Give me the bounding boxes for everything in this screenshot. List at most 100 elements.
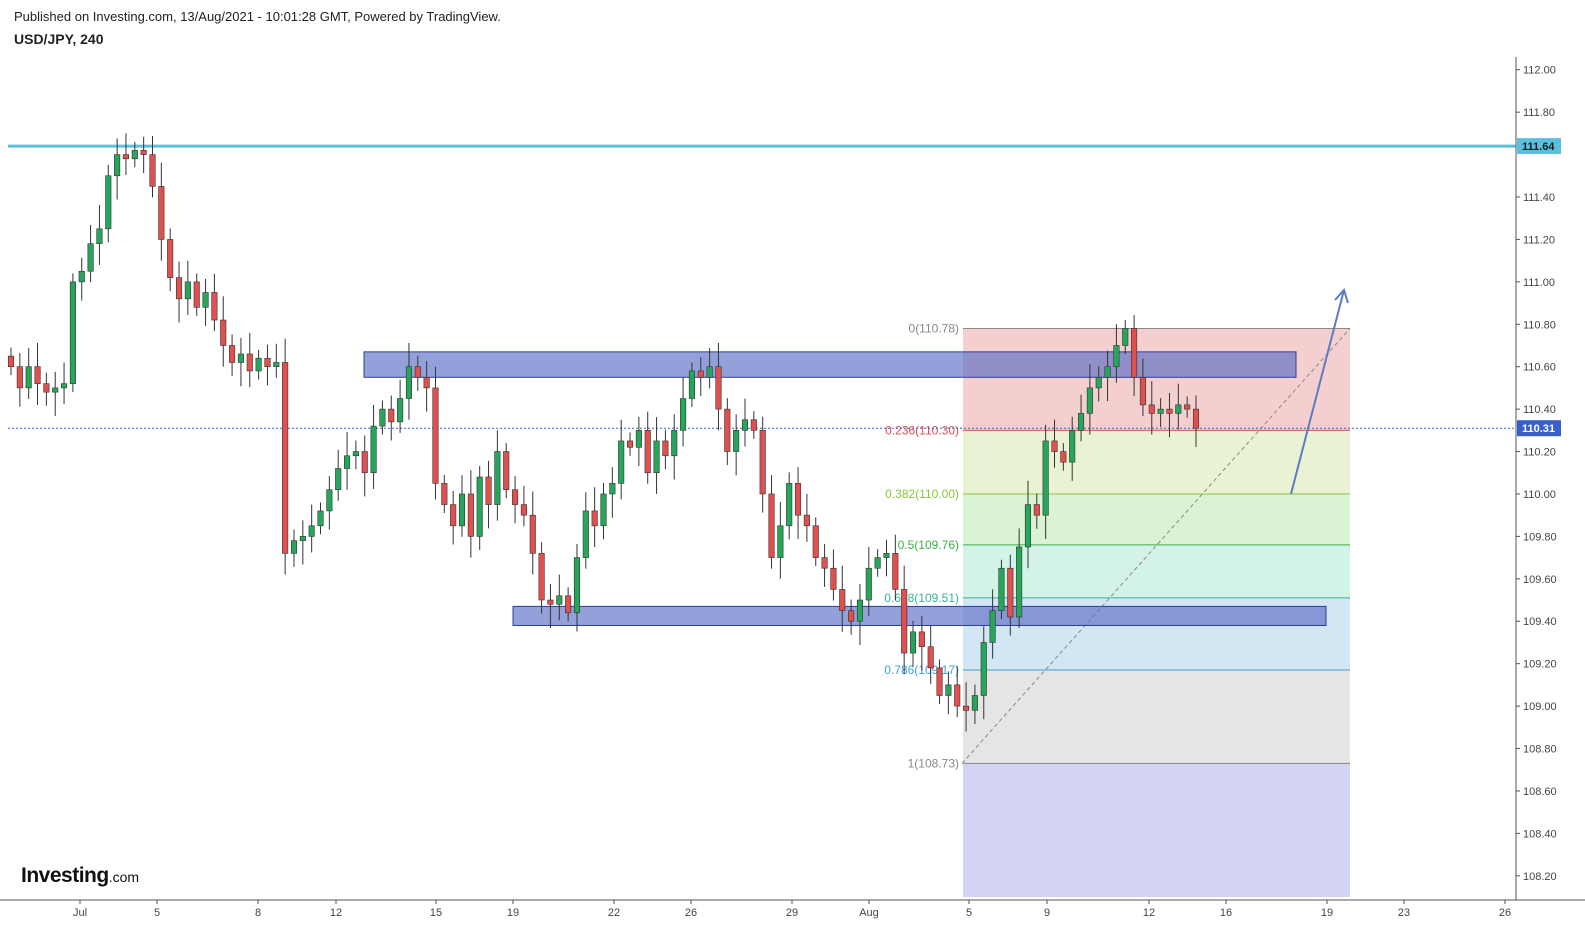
y-tick-label: 108.80	[1523, 744, 1557, 756]
x-tick-label: Aug	[859, 907, 879, 919]
candle	[114, 138, 121, 200]
fib-band	[963, 493, 1350, 545]
candle	[644, 411, 651, 484]
axes: 112.00 111.80 111.40 111.20 111.00 110.80 110.…	[0, 57, 1585, 919]
candle	[344, 432, 351, 490]
candle-body	[158, 186, 165, 240]
candle-body	[69, 281, 76, 384]
candle	[476, 465, 483, 550]
candle	[361, 435, 368, 497]
candle-body	[414, 366, 421, 378]
candle-body	[335, 468, 342, 491]
candle-body	[264, 357, 271, 367]
y-tick-label: 111.20	[1523, 234, 1555, 246]
candle	[326, 476, 333, 530]
candlestick-series	[7, 133, 1200, 732]
candle	[1016, 528, 1023, 629]
candle-body	[591, 510, 598, 527]
candle	[618, 419, 625, 500]
candle-body	[149, 154, 156, 187]
candle-body	[61, 383, 68, 389]
x-tick-label: 26	[1499, 907, 1511, 919]
candle	[458, 475, 466, 537]
candle-body	[1007, 567, 1014, 618]
candle-body	[1122, 328, 1129, 346]
candle	[370, 404, 377, 489]
x-tick-label: 9	[1044, 907, 1050, 919]
candle-body	[503, 451, 510, 491]
candle-body	[1166, 408, 1173, 414]
candle-body	[326, 489, 333, 512]
candle	[432, 366, 439, 500]
candle	[299, 520, 306, 565]
candle	[591, 487, 598, 547]
candle-body	[609, 483, 616, 495]
candle	[229, 334, 236, 377]
candle	[52, 371, 59, 416]
fib-band	[963, 430, 1350, 494]
candle-body	[202, 292, 209, 308]
candle	[848, 599, 855, 635]
candle-body	[573, 557, 581, 614]
candle	[812, 517, 819, 567]
candle-body	[1131, 328, 1138, 378]
y-tick-label: 111.40	[1523, 192, 1555, 204]
candle-body	[458, 493, 466, 527]
candle-body	[971, 695, 978, 711]
y-tick-label: 109.20	[1523, 659, 1557, 671]
annotations	[1290, 288, 1349, 495]
candle	[715, 342, 722, 431]
candle	[556, 574, 563, 621]
fib-band	[963, 670, 1350, 764]
candle-body	[1148, 404, 1155, 414]
candle-body	[1157, 408, 1164, 414]
candle-body	[1033, 504, 1040, 516]
y-tick-label: 110.80	[1523, 319, 1556, 331]
candle	[538, 542, 545, 614]
candle	[131, 141, 138, 168]
candle-body	[644, 430, 651, 474]
candle-body	[565, 595, 572, 614]
candle	[998, 559, 1005, 620]
candle-body	[812, 525, 819, 558]
fib-level-label: 0.236(110.30)	[885, 423, 959, 437]
candle	[927, 625, 934, 685]
logo-suffix: .com	[108, 869, 140, 885]
investing-logo: Investing.com	[21, 864, 139, 888]
candle-body	[52, 387, 59, 393]
candle	[414, 355, 421, 391]
candle-body	[618, 440, 625, 484]
candle	[140, 136, 147, 174]
candle	[892, 534, 899, 601]
resistance-zone	[363, 351, 1297, 378]
candle	[1024, 480, 1032, 569]
candle-body	[184, 281, 191, 300]
candle	[830, 549, 837, 601]
candle-body	[839, 589, 846, 611]
candle	[626, 432, 634, 456]
candle-body	[1175, 404, 1182, 414]
candle	[494, 430, 501, 521]
candle	[467, 470, 474, 558]
candle-body	[795, 483, 802, 516]
candle	[193, 273, 200, 316]
candle-body	[706, 366, 713, 378]
candle-body	[229, 345, 236, 363]
candle-body	[538, 553, 545, 601]
candle	[945, 671, 952, 715]
candle	[405, 342, 412, 420]
candle-body	[626, 440, 634, 448]
resistance-level-badge-label: 111.64	[1522, 141, 1555, 153]
candle	[184, 260, 191, 315]
candle	[308, 504, 315, 553]
candle	[653, 417, 660, 494]
candle	[918, 615, 925, 671]
candle-body	[848, 610, 855, 622]
candle	[547, 583, 554, 629]
x-tick-label: 12	[330, 907, 342, 919]
candle-body	[255, 357, 262, 372]
candle	[220, 296, 227, 367]
candle	[600, 482, 607, 540]
candle	[1192, 395, 1200, 447]
